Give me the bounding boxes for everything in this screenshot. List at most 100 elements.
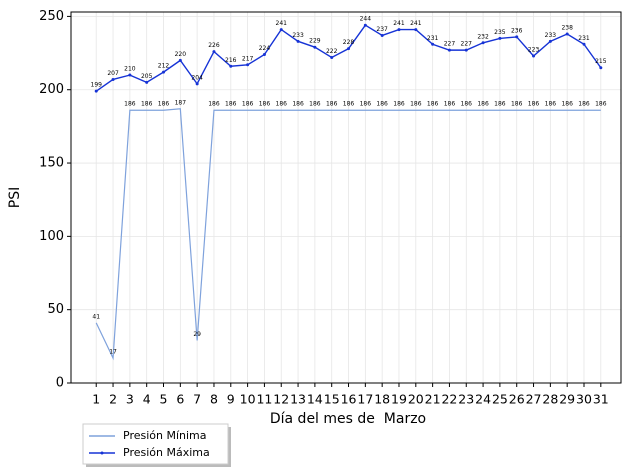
point (162, 70, 166, 74)
point (599, 66, 603, 70)
data-label: 186 (360, 101, 372, 108)
data-label: 186 (578, 101, 590, 108)
point (532, 54, 536, 58)
point (414, 28, 418, 32)
point (279, 28, 283, 32)
data-label: 231 (578, 35, 590, 42)
data-label: 232 (477, 33, 489, 40)
point (178, 58, 182, 62)
point (397, 28, 401, 32)
data-label: 236 (511, 27, 523, 34)
x-tick-label: 19 (391, 392, 407, 407)
y-tick-label: 50 (47, 302, 64, 317)
point (246, 63, 250, 67)
x-tick-label: 4 (143, 392, 151, 407)
x-tick-label: 17 (357, 392, 373, 407)
data-label: 186 (309, 101, 321, 108)
data-label: 186 (225, 101, 237, 108)
data-label: 224 (259, 45, 271, 52)
point (145, 80, 149, 84)
data-label: 212 (158, 63, 170, 70)
data-label: 186 (410, 101, 422, 108)
data-label: 186 (461, 101, 473, 108)
data-label: 186 (158, 101, 170, 108)
point (330, 55, 334, 59)
data-label: 241 (393, 20, 405, 27)
data-label: 186 (477, 101, 489, 108)
point (548, 39, 552, 43)
x-tick-label: 6 (176, 392, 184, 407)
data-label: 41 (92, 313, 100, 320)
x-tick-label: 28 (542, 392, 558, 407)
data-label: 235 (494, 29, 506, 36)
data-label: 186 (343, 101, 355, 108)
data-label: 186 (511, 101, 523, 108)
y-tick-label: 250 (39, 9, 64, 24)
point (313, 45, 317, 49)
point (128, 73, 132, 77)
data-label: 199 (91, 82, 103, 89)
point (94, 89, 98, 93)
x-tick-label: 8 (210, 392, 218, 407)
data-label: 210 (124, 66, 136, 73)
point (515, 35, 519, 39)
data-label: 241 (410, 20, 422, 27)
x-tick-label: 12 (273, 392, 289, 407)
data-label: 186 (545, 101, 557, 108)
x-tick-label: 16 (341, 392, 357, 407)
data-label: 186 (276, 101, 288, 108)
x-tick-label: 22 (441, 392, 457, 407)
y-tick-label: 0 (56, 376, 64, 391)
point (582, 42, 586, 46)
point (431, 42, 435, 46)
x-tick-label: 3 (126, 392, 134, 407)
data-label: 226 (208, 42, 220, 49)
point (229, 64, 233, 68)
series-line (95, 108, 601, 361)
data-label: 186 (326, 101, 338, 108)
data-label: 29 (193, 331, 201, 338)
point (498, 36, 502, 40)
x-tick-label: 13 (290, 392, 306, 407)
x-tick-label: 23 (458, 392, 474, 407)
x-tick-label: 27 (526, 392, 542, 407)
x-tick-label: 25 (492, 392, 508, 407)
data-label: 233 (292, 32, 304, 39)
data-label: 241 (276, 20, 288, 27)
point (296, 39, 300, 43)
data-label: 231 (427, 35, 439, 42)
data-label: 207 (107, 70, 119, 77)
x-tick-label: 29 (559, 392, 575, 407)
data-label: 186 (376, 101, 388, 108)
data-label: 186 (393, 101, 405, 108)
y-tick-label: 200 (39, 82, 64, 97)
data-label: 186 (259, 101, 271, 108)
x-axis-label: Día del mes de Marzo (270, 411, 426, 427)
legend-box (82, 423, 229, 465)
point (481, 41, 485, 45)
legend-label: Presión Máxima (123, 446, 210, 459)
legend-label: Presión Mínima (123, 429, 207, 442)
data-label: 228 (343, 39, 355, 46)
data-label: 186 (494, 101, 506, 108)
data-label: 186 (124, 101, 136, 108)
data-label: 186 (561, 101, 573, 108)
data-label: 215 (595, 58, 607, 65)
x-tick-label: 14 (307, 392, 323, 407)
data-label: 186 (444, 101, 456, 108)
point (464, 48, 468, 52)
x-tick-label: 9 (227, 392, 235, 407)
point (195, 82, 199, 86)
data-label: 186 (528, 101, 540, 108)
x-tick-label: 30 (576, 392, 592, 407)
x-tick-label: 10 (240, 392, 256, 407)
x-tick-label: 26 (509, 392, 525, 407)
data-label: 244 (360, 16, 372, 23)
data-label: 17 (109, 349, 117, 356)
data-label: 237 (376, 26, 388, 33)
x-tick-label: 20 (408, 392, 424, 407)
point (380, 33, 384, 37)
data-label: 186 (141, 101, 153, 108)
y-axis-label: PSI (7, 187, 23, 208)
